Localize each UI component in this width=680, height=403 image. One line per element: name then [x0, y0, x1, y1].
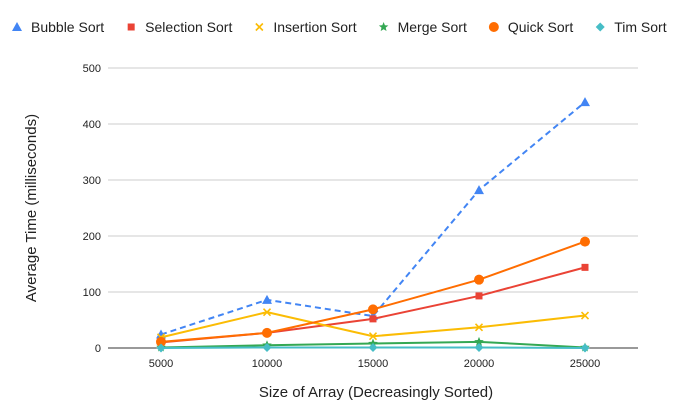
- data-point-quick-sort: [580, 236, 590, 247]
- data-point-tim-sort: [156, 343, 166, 353]
- x-tick-label: 10000: [252, 358, 283, 370]
- data-point-quick-sort: [156, 336, 166, 347]
- y-tick-label: 500: [83, 63, 101, 75]
- x-tick-label: 15000: [358, 358, 389, 370]
- data-point-insertion-sort: [368, 332, 378, 341]
- legend-marker-insertion-sort: [255, 22, 264, 32]
- data-point-tim-sort: [262, 342, 272, 352]
- data-point-bubble-sort: [262, 294, 272, 304]
- data-point-selection-sort: [581, 263, 589, 271]
- legend-marker-merge-sort: [378, 22, 389, 32]
- legend-marker-selection-sort: [127, 23, 135, 31]
- data-point-quick-sort: [368, 304, 378, 315]
- legend-item-insertion-sort: Insertion Sort: [255, 19, 357, 35]
- chart-series: [156, 97, 590, 353]
- y-axis-ticks: 0 100 200 300 400 500: [83, 63, 101, 355]
- data-point-quick-sort: [474, 274, 484, 285]
- y-axis-title: Average Time (milliseconds): [23, 114, 40, 302]
- legend-item-bubble-sort: Bubble Sort: [12, 19, 104, 35]
- legend-item-merge-sort: Merge Sort: [378, 19, 467, 35]
- legend-label: Selection Sort: [145, 19, 232, 35]
- data-point-insertion-sort: [474, 323, 484, 332]
- legend-marker-bubble-sort: [12, 22, 22, 31]
- x-axis-title: Size of Array (Decreasingly Sorted): [259, 384, 493, 401]
- data-point-tim-sort: [580, 343, 590, 353]
- x-axis-ticks: 5000 10000 15000 20000 25000: [149, 358, 601, 370]
- series-line-bubble-sort: [160, 101, 586, 336]
- data-point-tim-sort: [474, 342, 484, 352]
- y-tick-label: 100: [83, 287, 101, 299]
- legend-label: Bubble Sort: [31, 19, 104, 35]
- legend-marker-quick-sort: [488, 22, 499, 32]
- data-point-insertion-sort: [262, 308, 272, 317]
- y-tick-label: 0: [95, 343, 101, 355]
- y-tick-label: 400: [83, 119, 101, 131]
- data-point-merge-sort: [474, 336, 484, 346]
- legend-label: Tim Sort: [614, 19, 666, 35]
- series-tim-sort: [156, 342, 590, 353]
- data-point-selection-sort: [475, 292, 483, 300]
- series-bubble-sort: [156, 97, 590, 339]
- x-tick-label: 5000: [149, 358, 173, 370]
- x-tick-label: 20000: [464, 358, 495, 370]
- legend-marker-tim-sort: [595, 22, 605, 32]
- data-point-quick-sort: [262, 327, 272, 338]
- y-tick-label: 300: [83, 175, 101, 187]
- legend-label: Quick Sort: [508, 19, 573, 35]
- x-tick-label: 25000: [570, 358, 601, 370]
- y-tick-label: 200: [83, 231, 101, 243]
- legend-item-quick-sort: Quick Sort: [488, 19, 573, 35]
- legend-item-tim-sort: Tim Sort: [595, 19, 667, 35]
- data-point-bubble-sort: [474, 185, 484, 195]
- legend-item-selection-sort: Selection Sort: [127, 19, 232, 35]
- series-quick-sort: [156, 236, 590, 347]
- legend-label: Merge Sort: [398, 19, 467, 35]
- chart-legend: Bubble Sort Selection Sort Insertion Sort M…: [12, 19, 667, 35]
- data-point-insertion-sort: [580, 311, 590, 320]
- legend-label: Insertion Sort: [273, 19, 356, 35]
- data-point-tim-sort: [368, 342, 378, 352]
- data-point-bubble-sort: [580, 97, 590, 107]
- data-point-selection-sort: [369, 315, 377, 323]
